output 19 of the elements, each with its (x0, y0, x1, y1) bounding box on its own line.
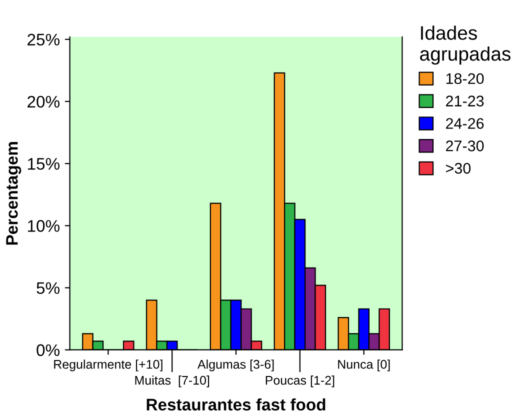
y-tick-label: 0% (36, 344, 60, 356)
legend-label: >30 (446, 162, 471, 174)
y-tick-label: 5% (36, 282, 60, 294)
x-tick-label: Muitas [7-10] (135, 376, 210, 388)
x-tick-label: Poucas [1-2] (266, 376, 334, 388)
y-tick-label: 25% (28, 34, 60, 46)
legend-label: 18-20 (446, 73, 484, 84)
x-axis-title: Restaurantes fast food (146, 398, 326, 411)
legend-label: 21-23 (446, 96, 484, 106)
y-tick-label: 15% (28, 158, 60, 170)
legend-label: 24-26 (446, 118, 484, 129)
legend-title: Idades agrupadas (420, 26, 510, 65)
x-tick-label: Nunca [0] (338, 360, 390, 372)
y-tick-label: 20% (28, 96, 60, 108)
legend-label: 27-30 (446, 140, 484, 152)
y-axis-title: Percentagem (6, 142, 22, 245)
y-tick-label: 10% (28, 220, 60, 232)
x-tick-label: Regularmente [+10] (54, 360, 162, 372)
x-tick-label: Algumas [3-6] (197, 360, 274, 372)
